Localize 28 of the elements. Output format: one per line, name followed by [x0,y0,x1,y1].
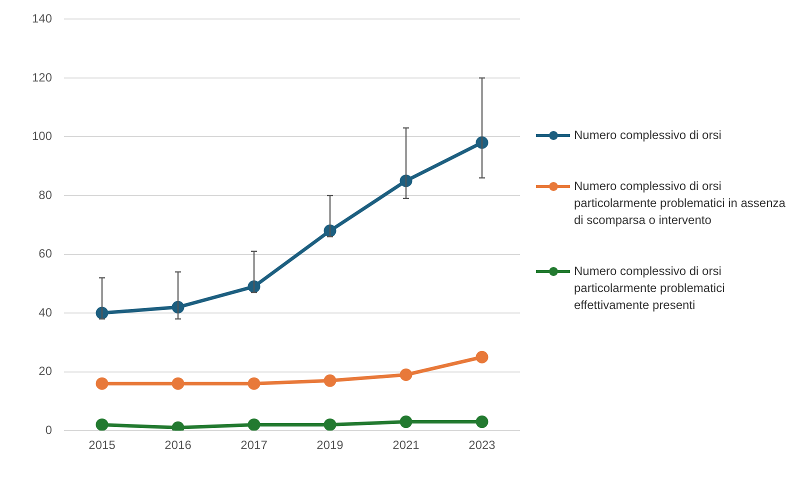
x-tick-label: 2017 [240,438,268,452]
y-tick-label: 0 [45,422,52,437]
point [248,418,260,431]
x-tick-label: 2016 [164,438,192,452]
legend-label: Numero complessivo di orsi [574,127,722,144]
y-tick-label: 100 [32,129,52,144]
legend-label: Numero complessivo di orsi particolarmente problematici in assenza di scomparsa o intervento [574,178,786,229]
point [476,416,488,428]
legend-label: Numero complessivo di orsi particolarmente problematici effettivamente presenti [574,263,726,314]
y-tick-label: 40 [38,305,52,320]
y-tick-label: 60 [38,246,52,261]
point [324,418,336,431]
x-tick-label: 2023 [468,438,496,452]
y-tick-label: 140 [32,12,52,26]
point [172,377,184,390]
x-tick-label: 2015 [88,438,116,452]
x-tick-label: 2021 [392,438,420,452]
point [400,368,412,382]
point [400,416,412,428]
y-tick-label: 120 [32,70,52,84]
point [476,350,488,364]
y-tick-label: 20 [38,364,52,378]
x-tick-label: 2019 [316,438,344,452]
y-tick-label: 80 [38,188,52,202]
point [96,377,108,390]
point [96,418,108,431]
point [324,374,336,387]
point [248,377,260,390]
